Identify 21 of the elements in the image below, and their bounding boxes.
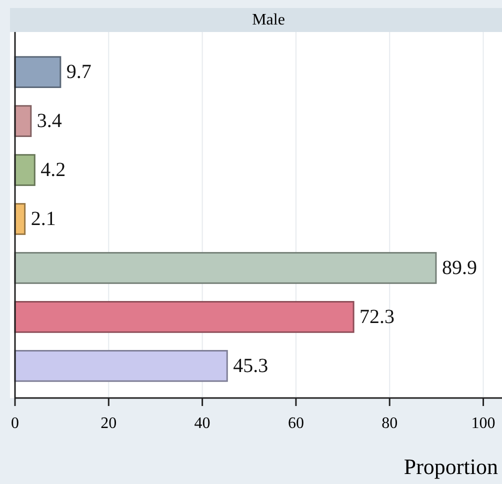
data-label: 2.1 xyxy=(30,208,56,230)
bar xyxy=(14,154,36,186)
x-tick-label: 40 xyxy=(194,415,210,432)
data-label: 4.2 xyxy=(40,159,66,182)
data-label: 9.7 xyxy=(66,61,92,84)
x-tick-label: 20 xyxy=(100,415,117,432)
x-tick-label: 80 xyxy=(382,415,398,432)
data-label: 3.4 xyxy=(36,110,62,132)
bar xyxy=(14,252,437,284)
bar xyxy=(14,56,62,88)
bar xyxy=(14,105,32,137)
data-label: 45.3 xyxy=(233,354,268,377)
bar xyxy=(14,301,354,333)
data-label: 72.3 xyxy=(360,306,395,328)
x-tick-label: 100 xyxy=(471,415,496,432)
x-tick-label: 0 xyxy=(11,415,19,432)
x-tick-label: 60 xyxy=(288,415,304,432)
bar xyxy=(14,350,228,382)
data-label: 89.9 xyxy=(442,256,477,279)
chart-title: Male xyxy=(252,12,285,28)
x-axis-title: Proportion xyxy=(404,454,498,479)
